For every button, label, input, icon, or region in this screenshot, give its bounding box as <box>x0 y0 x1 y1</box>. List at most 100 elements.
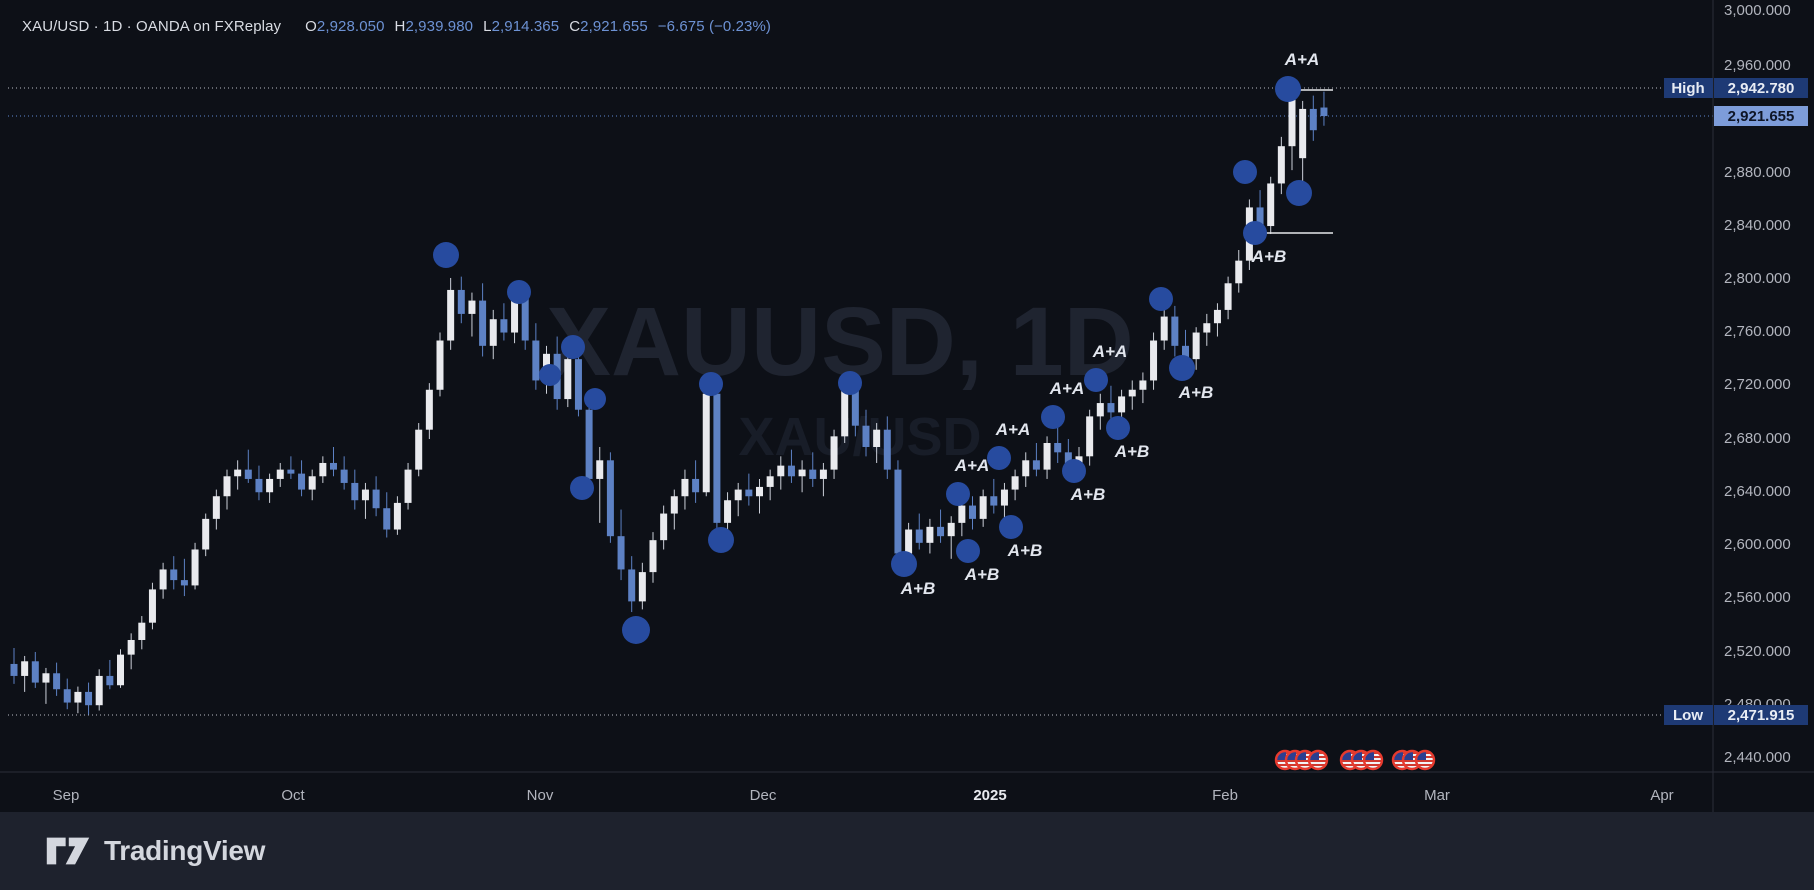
trade-marker[interactable] <box>584 388 606 410</box>
candle-up <box>223 476 231 497</box>
candle-down <box>1064 452 1072 466</box>
candle-down <box>585 409 593 479</box>
trade-marker[interactable] <box>507 280 531 304</box>
trade-marker[interactable] <box>946 482 970 506</box>
trade-marker[interactable] <box>433 242 459 268</box>
candle-down <box>851 385 859 426</box>
trade-marker[interactable] <box>1062 459 1086 483</box>
open-label: O <box>305 18 317 35</box>
symbol-legend[interactable]: XAU/USD · 1D · OANDA on FXReplay O2,928.0… <box>22 18 771 35</box>
time-axis-label[interactable]: Sep <box>53 787 80 804</box>
trade-marker[interactable] <box>708 527 734 553</box>
candle-down <box>915 529 923 543</box>
candle-up <box>958 505 966 523</box>
symbol-title[interactable]: XAU/USD · 1D · OANDA on FXReplay <box>22 18 282 35</box>
last-price-tag-text: 2,921.655 <box>1728 108 1795 125</box>
candle-down <box>883 429 891 470</box>
candle-up <box>1086 416 1094 457</box>
economic-event-flag-icon[interactable] <box>1307 749 1329 771</box>
time-axis-label[interactable]: 2025 <box>973 787 1006 804</box>
candle-up <box>1139 380 1147 390</box>
candle-up <box>830 436 838 470</box>
high-price-tag <box>1714 78 1808 98</box>
candle-up <box>649 540 657 573</box>
economic-event-flag-icon[interactable] <box>1362 749 1384 771</box>
candle-down <box>990 496 998 506</box>
low-side-label <box>1664 705 1713 725</box>
candle-down <box>1107 403 1115 413</box>
trade-marker[interactable] <box>956 539 980 563</box>
candle-down <box>574 359 582 410</box>
candle-down <box>862 425 870 447</box>
time-axis-label[interactable]: Feb <box>1212 787 1238 804</box>
trade-marker[interactable] <box>999 515 1023 539</box>
trade-marker[interactable] <box>987 446 1011 470</box>
candle-up <box>1224 283 1232 310</box>
candle-up <box>159 569 167 590</box>
candle-up <box>234 469 242 477</box>
trade-marker[interactable] <box>1286 180 1312 206</box>
price-tick-label: 2,960.000 <box>1724 57 1791 74</box>
trade-marker[interactable] <box>622 616 650 644</box>
high-side-label-text: High <box>1671 80 1704 97</box>
trade-marker-label: A+B <box>1114 442 1149 461</box>
candle-down <box>10 663 18 676</box>
candle-up <box>724 500 732 523</box>
tradingview-brand[interactable]: TradingView <box>46 833 265 869</box>
trade-marker[interactable] <box>699 372 723 396</box>
trade-marker[interactable] <box>570 476 594 500</box>
economic-event-flag-icon[interactable] <box>1339 749 1361 771</box>
trade-marker-label: A+B <box>1178 383 1213 402</box>
candle-down <box>692 478 700 493</box>
trade-marker[interactable] <box>1243 221 1267 245</box>
candle-up <box>148 589 156 623</box>
candle-up <box>564 359 572 400</box>
candle-up <box>1267 183 1275 227</box>
trade-marker[interactable] <box>1041 405 1065 429</box>
candle-down <box>1309 108 1317 131</box>
time-axis-label[interactable]: Mar <box>1424 787 1450 804</box>
candle-down <box>255 478 263 493</box>
candle-down <box>106 675 114 686</box>
trade-marker[interactable] <box>838 371 862 395</box>
candlestick-chart[interactable]: XAUUSD, 1DXAU/USDA+BA+AA+BA+AA+BA+AA+BA+… <box>0 0 1814 812</box>
candles-group <box>10 87 1328 715</box>
candle-up <box>415 429 423 470</box>
time-axis-label[interactable]: Nov <box>527 787 554 804</box>
candle-up <box>766 476 774 487</box>
time-axis-label[interactable]: Dec <box>750 787 777 804</box>
price-tick-label: 2,600.000 <box>1724 536 1791 553</box>
candle-down <box>894 469 902 554</box>
candle-up <box>1022 460 1030 477</box>
chart-area[interactable]: XAUUSD, 1D XAU/USD A+B A+A A+B A+A A+B A+A A+B A+… <box>0 0 1814 812</box>
candle-up <box>191 549 199 586</box>
candle-up <box>319 462 327 477</box>
candle-up <box>979 496 987 519</box>
trade-marker-label: A+B <box>964 565 999 584</box>
candle-up <box>1277 146 1285 184</box>
candle-up <box>511 292 519 333</box>
economic-event-flag-icon[interactable] <box>1414 749 1436 771</box>
low-side-label-text: Low <box>1673 707 1703 724</box>
price-tick-label: 2,720.000 <box>1724 376 1791 393</box>
candle-down <box>479 300 487 346</box>
candle-up <box>660 513 668 541</box>
trade-marker[interactable] <box>1149 287 1173 311</box>
candle-up <box>1235 260 1243 284</box>
time-axis-label[interactable]: Apr <box>1650 787 1673 804</box>
time-axis-label[interactable]: Oct <box>281 787 305 804</box>
trade-marker[interactable] <box>891 551 917 577</box>
trade-marker[interactable] <box>1275 76 1301 102</box>
trade-marker[interactable] <box>561 335 585 359</box>
trade-marker[interactable] <box>1169 355 1195 381</box>
trade-marker[interactable] <box>539 364 561 386</box>
close-value: 2,921.655 <box>580 18 648 35</box>
trade-marker[interactable] <box>1084 368 1108 392</box>
trade-marker-label: A+A <box>954 456 989 475</box>
candle-up <box>447 289 455 341</box>
candle-up <box>1011 476 1019 490</box>
trade-marker[interactable] <box>1106 416 1130 440</box>
trade-marker[interactable] <box>1233 160 1257 184</box>
price-tick-label: 2,640.000 <box>1724 483 1791 500</box>
candle-down <box>745 489 753 497</box>
